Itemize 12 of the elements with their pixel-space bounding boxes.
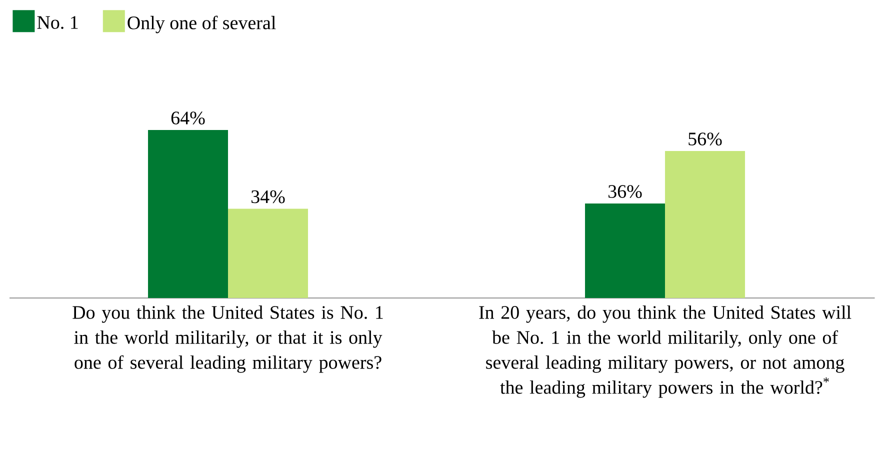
data-label: 64% — [171, 112, 205, 124]
data-label: 36% — [608, 185, 642, 198]
bar — [228, 208, 308, 298]
data-label: 56% — [688, 132, 722, 146]
legend-label: No. 1 — [37, 16, 78, 29]
bar — [665, 150, 746, 298]
bar — [585, 203, 666, 298]
x-tick-label: Do you think the United States is No. 1 in the world militarily, or that it is only one of several leading military powers? — [72, 306, 383, 373]
data-label: 34% — [252, 190, 285, 204]
bar — [148, 130, 228, 298]
x-tick-label: In 20 years, do you think the United States will be No. 1 in the world militarily, only one of several leading military powers, or not among the leading military powers in the world?$^{*}$ — [479, 306, 852, 398]
legend-label: Only one of several — [128, 16, 276, 34]
